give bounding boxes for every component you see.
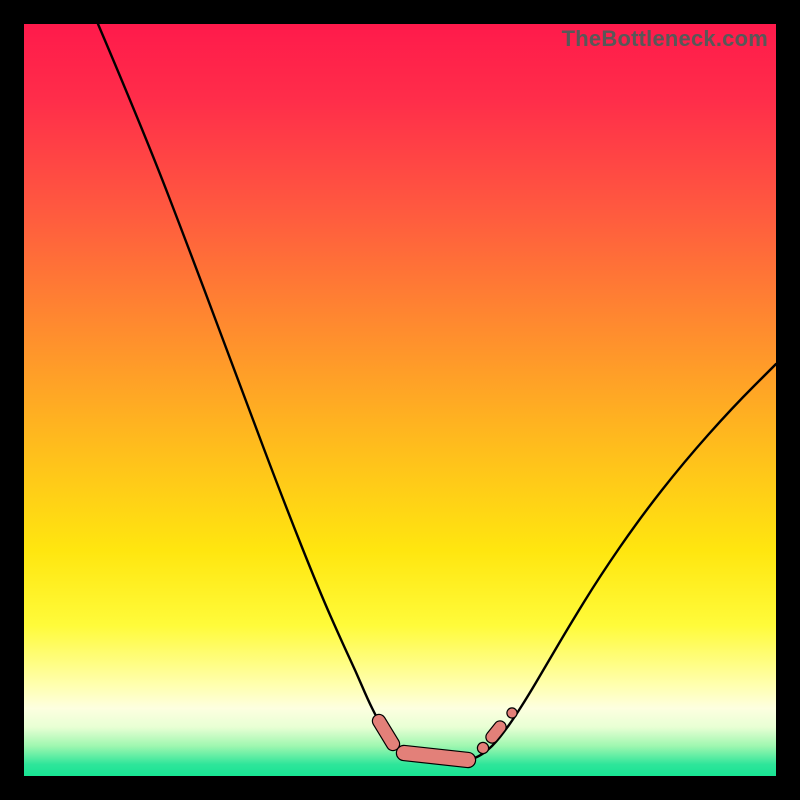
marker-dot	[478, 743, 488, 753]
bottleneck-curve-chart	[24, 24, 776, 776]
marker-capsule	[492, 727, 500, 737]
watermark-text: TheBottleneck.com	[562, 26, 768, 52]
marker-dot	[508, 709, 517, 718]
plot-area: TheBottleneck.com	[24, 24, 776, 776]
marker-capsule	[404, 753, 468, 760]
gradient-background	[24, 24, 776, 776]
chart-frame: TheBottleneck.com	[0, 0, 800, 800]
